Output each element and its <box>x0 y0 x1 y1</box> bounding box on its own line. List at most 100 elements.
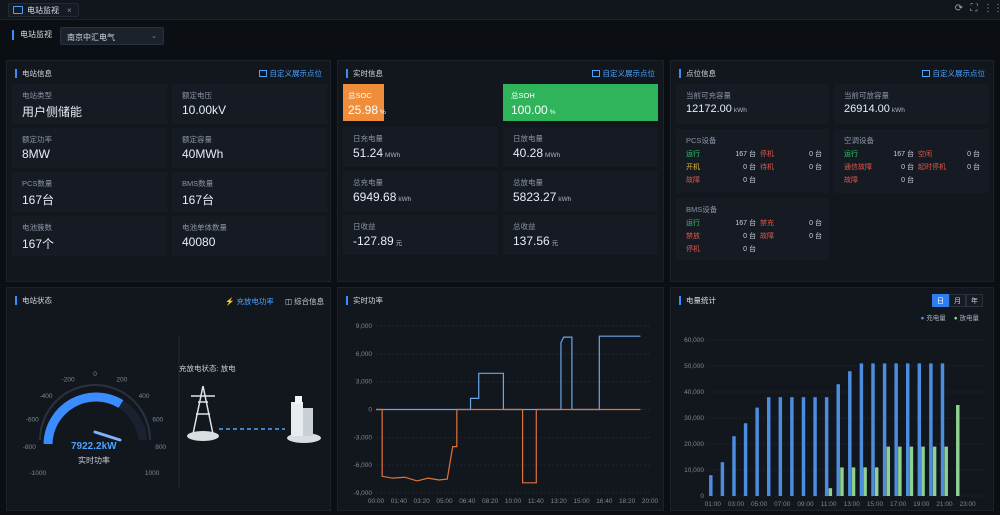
station-info-item: BMS数量 167台 <box>172 172 327 212</box>
chevron-down-icon: ⌄ <box>151 33 157 40</box>
legend-charge: ● 充电量 <box>920 315 946 322</box>
power-tower-icon <box>187 385 219 441</box>
status-count: 0 台 <box>743 233 756 240</box>
discharge-bar <box>851 467 856 496</box>
charge-bar <box>859 363 864 496</box>
gauge-tick-label: -1000 <box>30 470 47 477</box>
filter-bar: 电站监视 南京中汇电气 ⌄ <box>0 21 1000 51</box>
status-label: 禁充 <box>760 220 774 227</box>
custom-display-link[interactable]: 自定义展示点位 <box>591 68 655 79</box>
realtime-info-item: 日收益 -127.89 元 <box>343 215 498 255</box>
point-info-panel: 点位信息 自定义展示点位 当前可充容量 12172.00 kWh 当前可放容量 2… <box>670 60 994 282</box>
realtime-info-item-label: 日收益 <box>353 222 376 231</box>
x-tick-label: 15:00 <box>867 501 884 508</box>
y-tick-label: 9,000 <box>356 323 373 330</box>
status-count: 0 台 <box>901 164 914 171</box>
gauge-tick-label: -200 <box>62 377 75 384</box>
station-info-item-value: 10.00kV <box>182 103 227 117</box>
tab-charge-discharge-power[interactable]: ⚡ 充放电功率 <box>225 297 274 306</box>
station-info-item-value: 用户侧储能 <box>22 105 83 119</box>
station-info-item: 电池单体数量 40080 <box>172 216 327 256</box>
x-tick-label: 05:00 <box>436 498 453 505</box>
charge-bar <box>790 397 794 496</box>
gauge-label: 实时功率 <box>78 456 110 465</box>
station-info-item-label: PCS数量 <box>22 179 53 188</box>
charge-bar <box>743 423 748 496</box>
station-info-item-value: 167台 <box>182 193 215 207</box>
x-tick-label: 05:00 <box>751 501 768 508</box>
status-label: 故障 <box>686 177 700 184</box>
discharge-bar <box>840 467 844 496</box>
station-info-item-label: 额定电压 <box>182 91 212 100</box>
discharge-bar <box>944 446 948 496</box>
charge-bar <box>871 363 875 496</box>
charge-bar <box>917 363 922 496</box>
status-count: 167 台 <box>735 151 756 158</box>
year-button[interactable]: 年 <box>966 294 983 307</box>
realtime-info-item-label: 总充电量 <box>353 178 383 187</box>
discharge-bar <box>956 405 960 496</box>
realtime-info-item-value: 51.24 MWh <box>353 146 401 160</box>
station-info-item: PCS数量 167台 <box>12 172 167 212</box>
month-button[interactable]: 月 <box>949 294 966 307</box>
fullscreen-icon[interactable]: ⛶ <box>970 3 978 14</box>
refresh-icon[interactable]: ⟳ <box>954 3 964 14</box>
y-tick-label: 40,000 <box>684 389 704 396</box>
charge-bar <box>940 363 945 496</box>
status-count: 0 台 <box>809 220 822 227</box>
station-info-item: 电池簇数 167个 <box>12 216 167 256</box>
status-label: 运行 <box>844 151 858 158</box>
grid-menu-icon[interactable]: ⋮⋮ <box>983 3 1000 14</box>
status-label: 待机 <box>760 164 774 171</box>
realtime-info-item-label: 总收益 <box>513 222 536 231</box>
charge-bar <box>732 436 736 496</box>
gauge-value: 7922.2kW <box>71 441 117 452</box>
x-tick-label: 17:00 <box>890 501 907 508</box>
panel-title: 电站状态 <box>15 296 52 305</box>
legend-discharge: ● 放电量 <box>953 315 979 322</box>
station-info-item: 额定容量 40MWh <box>172 128 327 168</box>
day-button[interactable]: 日 <box>932 294 949 307</box>
custom-display-link[interactable]: 自定义展示点位 <box>258 68 322 79</box>
gauge-tick-label: 200 <box>116 377 127 384</box>
realtime-info-item-value: -127.89 元 <box>353 234 403 248</box>
y-tick-label: -3,000 <box>354 434 373 441</box>
charge-bar <box>906 363 910 496</box>
panel-title: 实时功率 <box>346 296 383 305</box>
station-info-item-label: BMS数量 <box>182 179 214 188</box>
y-tick-label: 6,000 <box>356 351 373 358</box>
soh-card: 总SOH 100.00% <box>503 84 658 121</box>
x-tick-label: 11:00 <box>821 501 837 508</box>
station-select[interactable]: 南京中汇电气 ⌄ <box>60 27 164 45</box>
station-info-item-label: 额定容量 <box>182 135 212 144</box>
status-count: 0 台 <box>743 177 756 184</box>
charge-bar <box>778 397 783 496</box>
x-tick-label: 23:00 <box>959 501 976 508</box>
station-info-item-label: 电池簇数 <box>22 223 52 232</box>
station-info-item-value: 40MWh <box>182 147 224 161</box>
x-tick-label: 06:40 <box>459 498 476 505</box>
status-label: 停机 <box>686 246 700 253</box>
charge-bar <box>813 397 817 496</box>
realtime-info-item: 总收益 137.56 元 <box>503 215 658 255</box>
energy-bar-chart: 60,000 50,000 40,000 30,000 20,000 10,000 001:… <box>684 337 985 508</box>
realtime-info-item: 日充电量 51.24 MWh <box>343 127 498 167</box>
station-status-panel: 电站状态 ⚡ 充放电功率 ◫ 综合信息 -1000 -800 -600 -400 -20… <box>6 287 331 511</box>
y-tick-label: 10,000 <box>684 467 704 474</box>
x-tick-label: 03:00 <box>728 501 745 508</box>
charge-bar <box>929 363 933 496</box>
period-toggle: 日 月 年 <box>932 294 983 307</box>
gauge-tick-label: 400 <box>139 393 150 400</box>
tab-station-monitor[interactable]: 电站监视 × <box>8 3 79 17</box>
realtime-info-item: 总放电量 5823.27 kWh <box>503 171 658 211</box>
close-icon[interactable]: × <box>67 5 72 15</box>
chart-legend: ● 充电量 ● 放电量 <box>921 312 980 322</box>
building-icon <box>287 396 321 443</box>
custom-display-link[interactable]: 自定义展示点位 <box>921 68 985 79</box>
x-tick-label: 01:40 <box>391 498 408 505</box>
y-tick-label: 0 <box>700 493 704 500</box>
station-info-item-label: 电站类型 <box>22 91 52 100</box>
x-tick-label: 08:20 <box>482 498 499 505</box>
x-tick-label: 16:40 <box>596 498 613 505</box>
tab-comprehensive-info[interactable]: ◫ 综合信息 <box>285 297 325 306</box>
